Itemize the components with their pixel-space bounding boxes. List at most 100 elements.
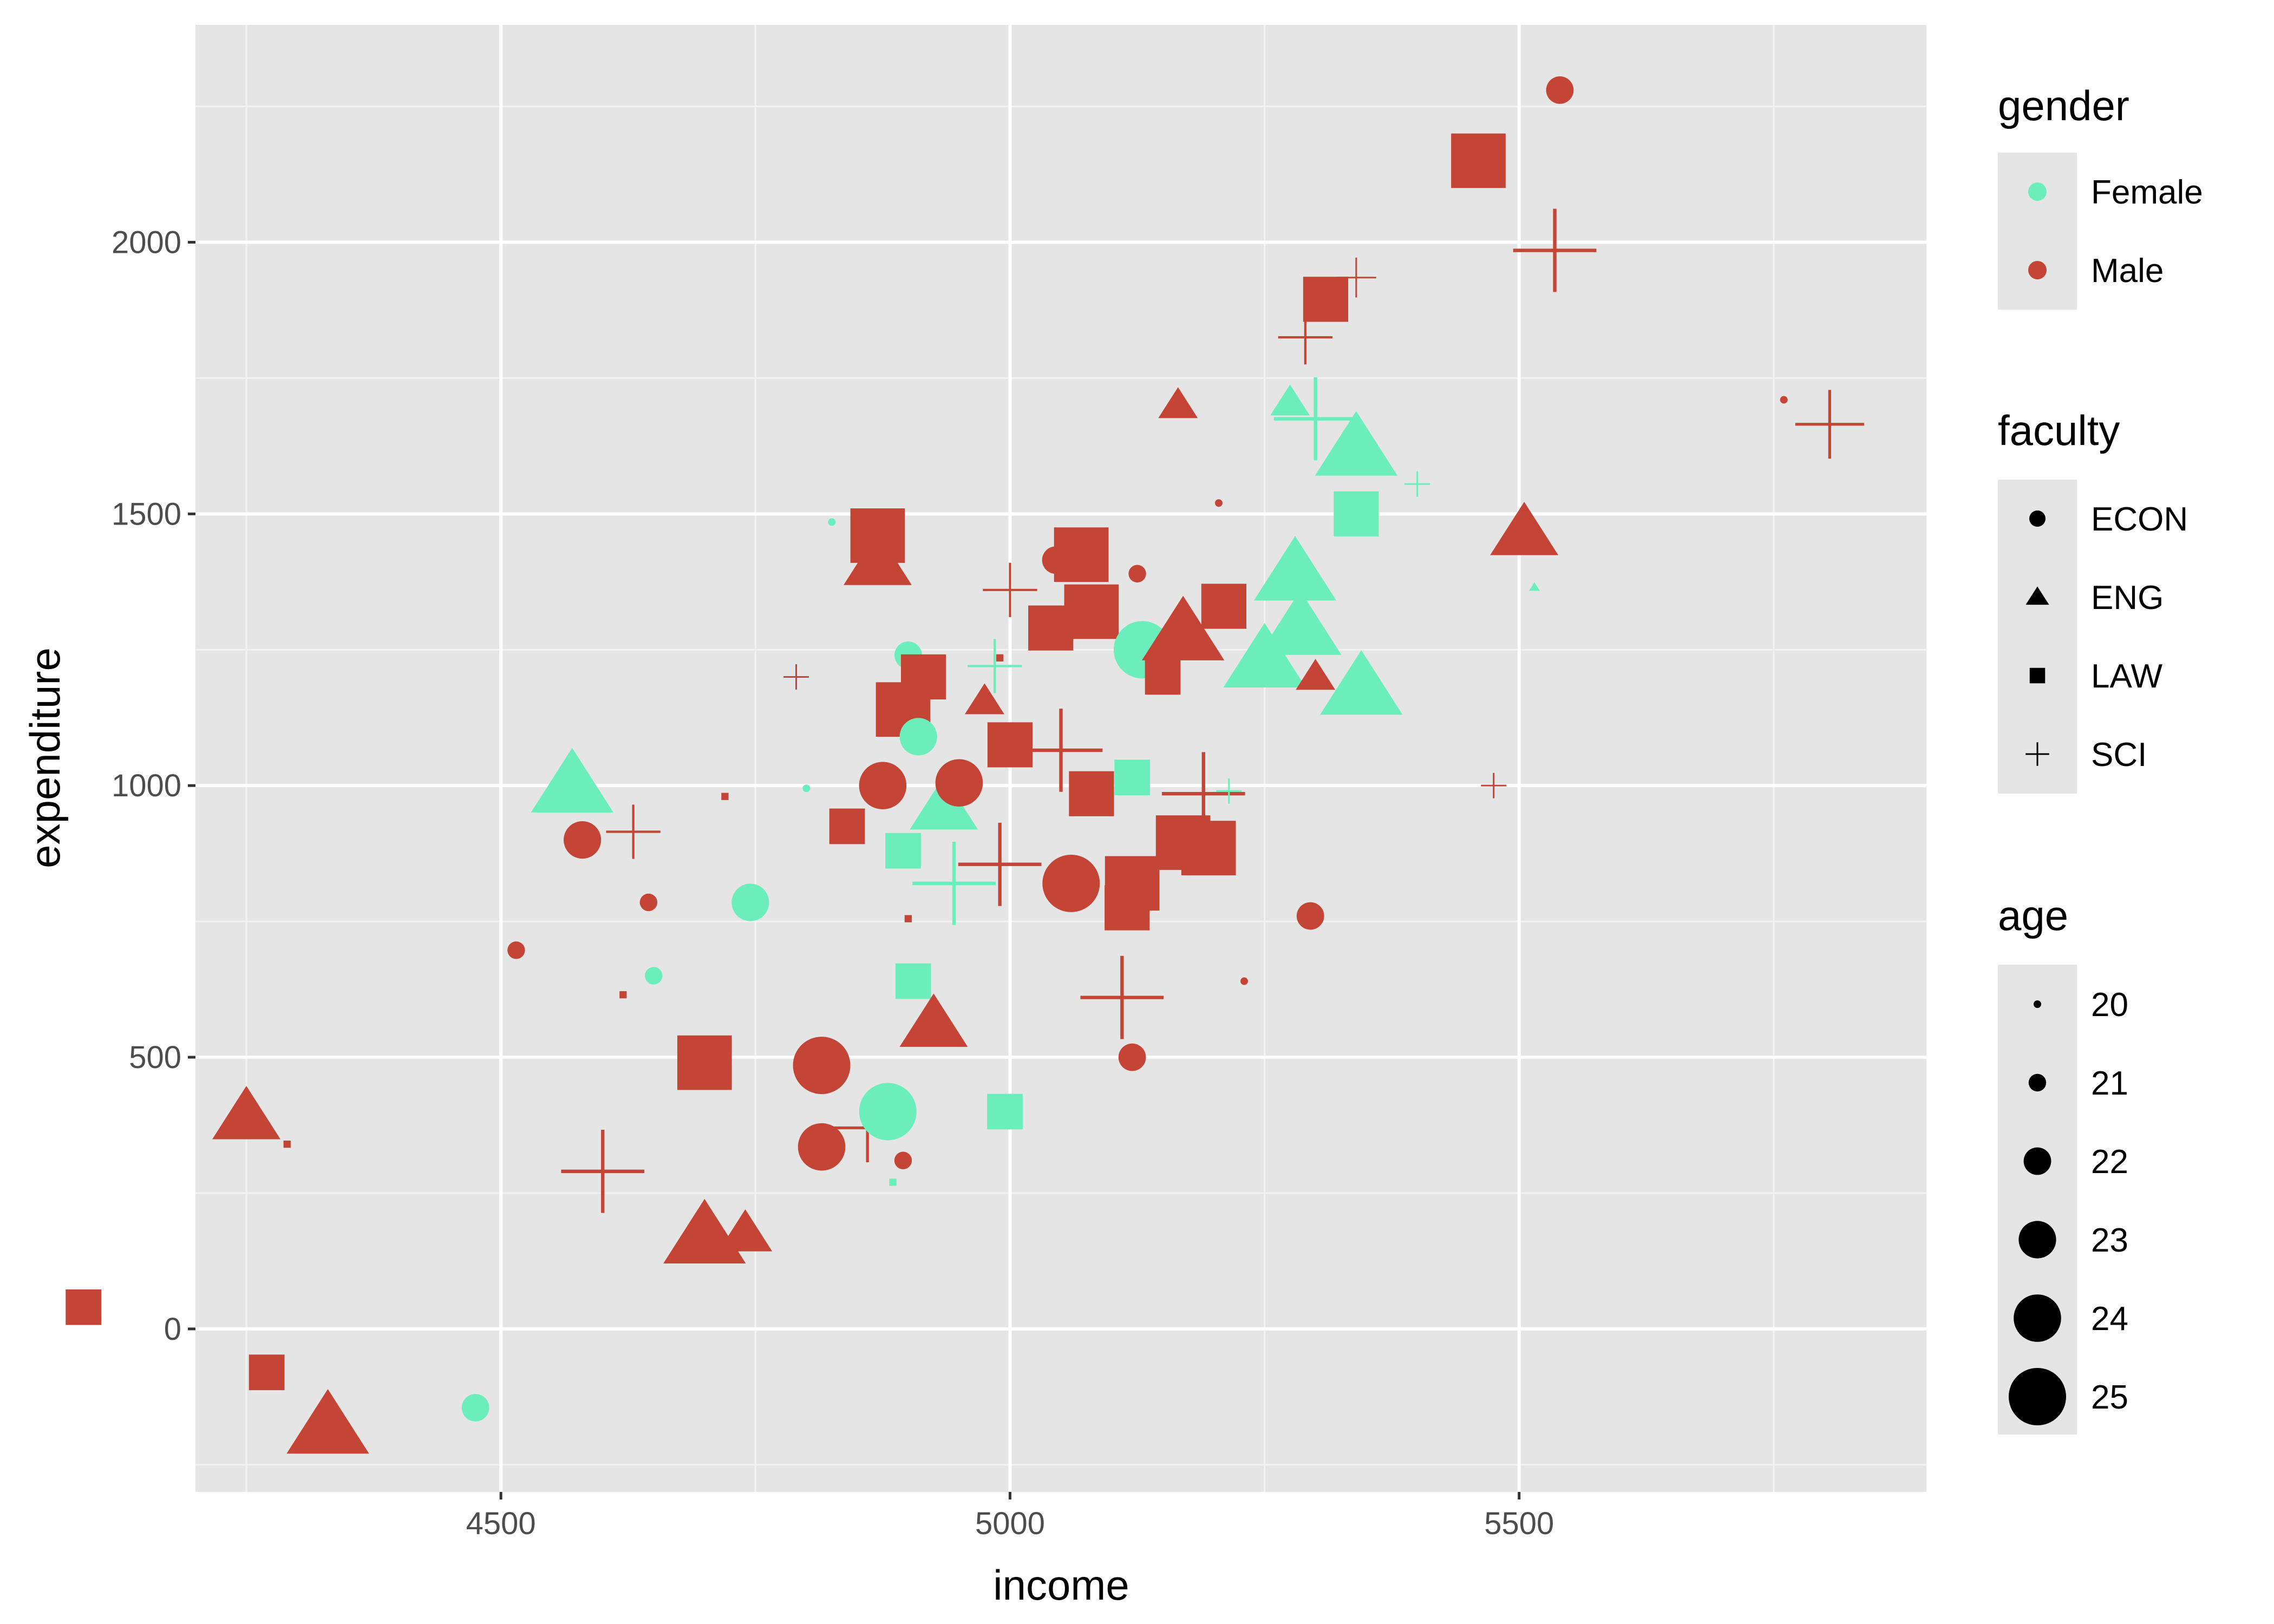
legend-key bbox=[2025, 742, 2049, 766]
y-tick-label: 2000 bbox=[112, 225, 181, 260]
data-point bbox=[1336, 257, 1376, 298]
data-point bbox=[901, 654, 946, 700]
legend-label: Male bbox=[2091, 252, 2164, 290]
data-point bbox=[958, 822, 1042, 906]
data-point bbox=[1240, 977, 1249, 985]
data-point bbox=[987, 722, 1033, 768]
data-point bbox=[910, 776, 978, 830]
data-point bbox=[731, 883, 769, 921]
data-point bbox=[1054, 527, 1109, 582]
legend-key bbox=[2028, 261, 2047, 279]
legend-title: age bbox=[1998, 892, 2068, 939]
legend-age: age 20 21 22 23 24 25 bbox=[1998, 892, 2128, 1435]
x-axis-ticks: 4500 5000 5500 bbox=[466, 1492, 1554, 1541]
y-tick-label: 0 bbox=[164, 1312, 181, 1347]
data-point bbox=[1042, 854, 1100, 912]
legend-key bbox=[2029, 667, 2046, 684]
data-point bbox=[798, 1123, 846, 1171]
data-point bbox=[802, 784, 811, 793]
data-point bbox=[1114, 759, 1151, 795]
legend-label: 23 bbox=[2091, 1222, 2128, 1259]
data-point bbox=[828, 518, 836, 526]
data-point bbox=[1064, 584, 1119, 639]
data-point bbox=[249, 1354, 285, 1391]
legend-key-background bbox=[1998, 965, 2077, 1435]
data-point bbox=[1270, 384, 1310, 416]
legend-key bbox=[2009, 1368, 2066, 1425]
data-point bbox=[1216, 778, 1242, 804]
data-point bbox=[1334, 491, 1379, 536]
data-point bbox=[1303, 277, 1349, 322]
data-point bbox=[564, 821, 602, 859]
data-point bbox=[718, 1209, 773, 1252]
data-point bbox=[1528, 582, 1540, 591]
legend-faculty: faculty ECON ENG LAW SCI bbox=[1998, 407, 2188, 794]
data-point bbox=[1201, 584, 1247, 629]
data-point bbox=[895, 963, 931, 999]
data-point bbox=[783, 664, 809, 690]
data-point bbox=[829, 808, 865, 844]
data-point bbox=[1069, 771, 1114, 816]
data-point bbox=[645, 967, 663, 985]
legend-key bbox=[2014, 1294, 2061, 1342]
data-point bbox=[964, 683, 1004, 715]
data-point bbox=[983, 562, 1037, 618]
data-point bbox=[1214, 499, 1223, 507]
data-point bbox=[561, 1129, 645, 1213]
data-point bbox=[639, 893, 658, 912]
data-point bbox=[1481, 772, 1507, 798]
data-point bbox=[1181, 821, 1236, 875]
data-point bbox=[844, 532, 912, 585]
data-point bbox=[912, 842, 996, 925]
data-point bbox=[1315, 411, 1398, 476]
legend-title: faculty bbox=[1998, 407, 2120, 454]
data-point bbox=[1320, 650, 1403, 715]
legend-label: ECON bbox=[2091, 501, 2188, 538]
data-point bbox=[66, 1289, 102, 1325]
data-point bbox=[889, 1178, 897, 1186]
data-point bbox=[1253, 536, 1337, 601]
x-tick-label: 4500 bbox=[466, 1506, 536, 1541]
data-point bbox=[894, 1151, 912, 1169]
legend-key-background bbox=[1998, 480, 2077, 794]
x-axis-title: income bbox=[993, 1561, 1129, 1609]
data-point bbox=[677, 1035, 732, 1090]
data-point bbox=[899, 993, 968, 1047]
data-point bbox=[1128, 565, 1146, 582]
data-point bbox=[1780, 396, 1788, 404]
y-axis-title: expenditure bbox=[21, 647, 69, 868]
data-point bbox=[1158, 387, 1198, 418]
x-tick-label: 5500 bbox=[1484, 1506, 1554, 1541]
data-point bbox=[212, 1085, 280, 1140]
data-point bbox=[531, 748, 614, 813]
legend-gender: gender Female Male bbox=[1998, 82, 2203, 310]
data-point bbox=[935, 759, 983, 807]
data-point bbox=[1451, 133, 1506, 188]
data-point bbox=[1273, 377, 1357, 461]
y-tick-label: 500 bbox=[129, 1040, 181, 1075]
data-point bbox=[996, 654, 1004, 662]
data-point bbox=[885, 833, 921, 869]
legend-label: 25 bbox=[2091, 1379, 2128, 1416]
legend-title: gender bbox=[1998, 82, 2129, 129]
data-point bbox=[859, 1083, 917, 1141]
data-point bbox=[1490, 501, 1559, 555]
x-tick-label: 5000 bbox=[975, 1506, 1045, 1541]
legend-key bbox=[2023, 1147, 2051, 1175]
data-points bbox=[66, 76, 1864, 1454]
data-point bbox=[1404, 471, 1430, 497]
legend-label: LAW bbox=[2091, 658, 2163, 695]
data-point bbox=[461, 1394, 489, 1422]
legend-key bbox=[2018, 1221, 2056, 1259]
minor-gridlines bbox=[195, 25, 1926, 1492]
data-point bbox=[1296, 659, 1336, 690]
legend-label: SCI bbox=[2091, 736, 2147, 774]
data-point bbox=[1105, 856, 1160, 911]
data-point bbox=[1141, 595, 1225, 660]
y-axis-ticks: 0 500 1000 1500 2000 bbox=[112, 225, 195, 1347]
y-tick-label: 1500 bbox=[112, 496, 181, 532]
legend-key bbox=[2028, 182, 2047, 201]
legend-label: 20 bbox=[2091, 986, 2128, 1024]
legend-label: 22 bbox=[2091, 1143, 2128, 1181]
